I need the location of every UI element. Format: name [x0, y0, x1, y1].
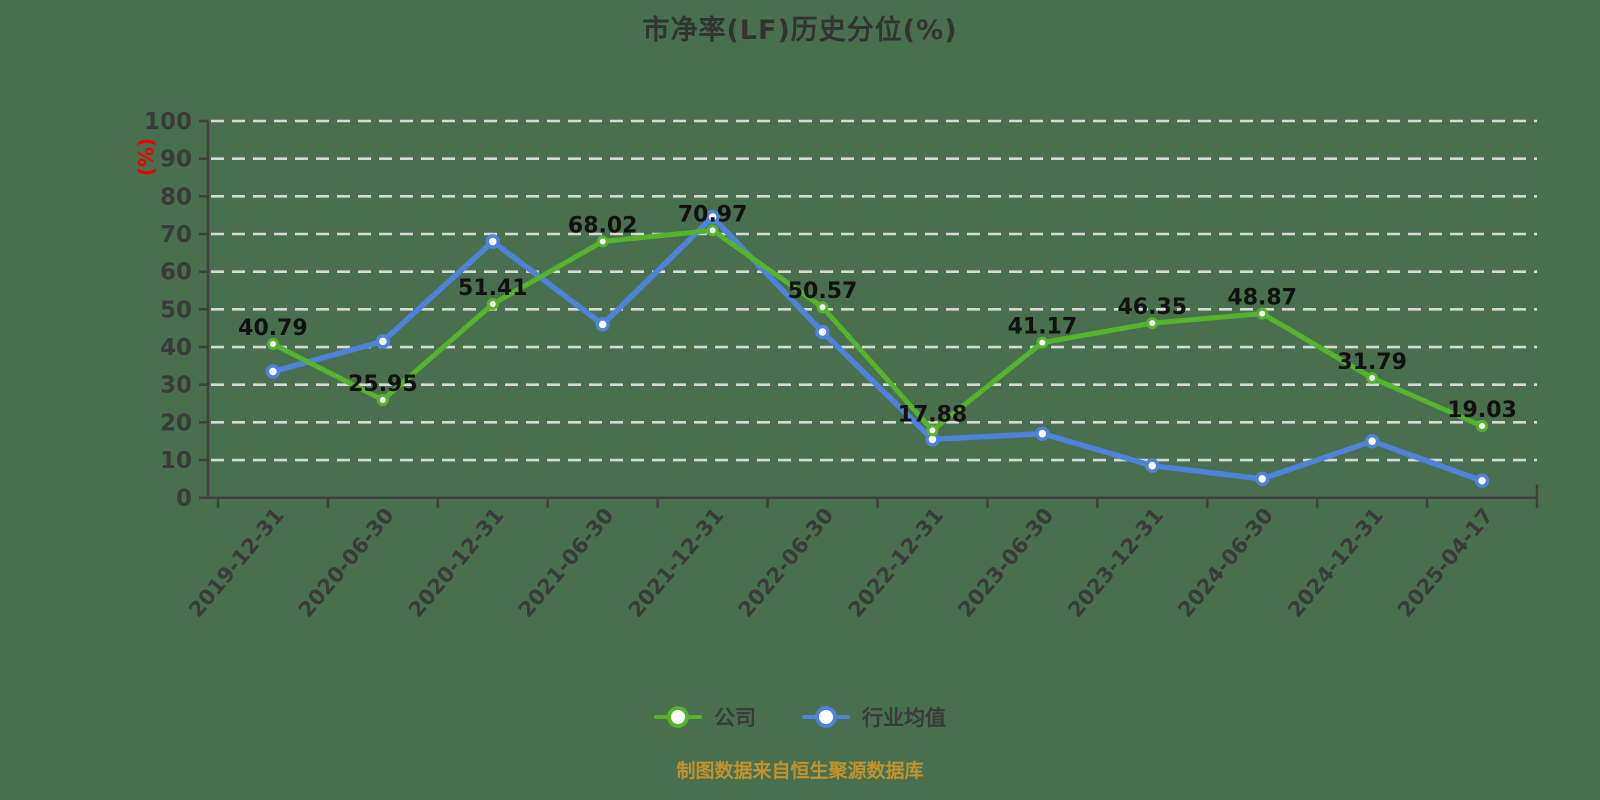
legend-label: 公司 — [714, 706, 756, 730]
series-line-industry — [270, 214, 1485, 484]
data-point-marker — [485, 234, 501, 249]
y-tick-label: 30 — [160, 373, 192, 399]
chart-title: 市净率(LF)历史分位(%) — [642, 15, 958, 46]
data-point-marker — [705, 209, 720, 225]
data-point-marker — [265, 364, 281, 379]
data-point-marker — [1254, 471, 1270, 487]
x-tick-label: 2024-06-30 — [1173, 503, 1278, 621]
y-tick-label: 40 — [160, 335, 192, 361]
data-point-marker — [1036, 336, 1049, 349]
y-tick-label: 0 — [176, 486, 192, 512]
data-label: 68.02 — [568, 213, 638, 238]
data-point-marker — [595, 317, 610, 332]
x-tick-label: 2019-12-31 — [184, 503, 289, 621]
x-tick-label: 2021-12-31 — [624, 503, 729, 621]
data-label: 46.35 — [1117, 295, 1187, 320]
x-tick-label: 2023-06-30 — [953, 503, 1058, 621]
y-tick-label: 80 — [160, 184, 192, 210]
x-tick-label: 2025-04-17 — [1393, 503, 1498, 621]
legend-item-company[interactable]: 公司 — [654, 702, 756, 732]
data-label: 17.88 — [898, 402, 968, 427]
data-point-marker — [926, 424, 939, 437]
x-tick-label: 2022-12-31 — [844, 503, 949, 621]
data-point-marker — [266, 338, 279, 351]
data-point-marker — [816, 301, 829, 314]
y-tick-label: 100 — [144, 109, 192, 135]
data-label: 51.41 — [458, 276, 528, 301]
legend-item-industry[interactable]: 行业均值 — [802, 702, 946, 732]
data-point-marker — [1145, 458, 1160, 473]
data-point-marker — [1364, 433, 1380, 449]
data-point-marker — [1474, 473, 1490, 488]
data-point-marker — [1146, 317, 1159, 330]
data-point-marker — [1035, 426, 1050, 441]
y-axis-unit-label: (%) — [134, 138, 158, 176]
y-tick-label: 20 — [160, 410, 192, 436]
legend-marker-icon — [802, 705, 850, 729]
series-line-company — [270, 227, 1485, 433]
data-label: 48.87 — [1227, 286, 1297, 311]
legend-marker-icon — [654, 705, 702, 729]
data-label: 31.79 — [1337, 350, 1407, 375]
y-tick-label: 70 — [160, 222, 192, 248]
data-point-marker — [375, 334, 391, 349]
data-label: 41.17 — [1008, 315, 1078, 340]
data-label: 50.57 — [788, 279, 858, 304]
y-tick-label: 90 — [160, 147, 192, 173]
data-point-marker — [1256, 307, 1269, 320]
data-point-marker — [706, 224, 719, 237]
source-note: 制图数据来自恒生聚源数据库 — [676, 760, 924, 782]
data-point-marker — [815, 324, 830, 340]
x-tick-label: 2023-12-31 — [1063, 503, 1168, 621]
x-tick-label: 2024-12-31 — [1283, 503, 1388, 621]
data-point-marker — [1366, 371, 1379, 384]
data-label: 70.97 — [678, 202, 748, 227]
data-point-marker — [376, 393, 389, 406]
data-point-marker — [1476, 420, 1489, 433]
data-point-marker — [596, 235, 609, 248]
data-label: 19.03 — [1447, 398, 1517, 423]
y-tick-label: 10 — [160, 448, 192, 474]
x-tick-label: 2020-12-31 — [404, 503, 509, 621]
data-point-marker — [486, 298, 499, 311]
legend-label: 行业均值 — [862, 706, 946, 730]
data-label: 25.95 — [348, 372, 418, 397]
data-label: 40.79 — [238, 316, 308, 341]
x-tick-label: 2021-06-30 — [514, 503, 619, 621]
chart-legend: 公司 行业均值 — [0, 702, 1600, 732]
x-tick-label: 2020-06-30 — [294, 503, 399, 621]
y-tick-label: 50 — [160, 297, 192, 323]
y-tick-label: 60 — [160, 260, 192, 286]
x-tick-label: 2022-06-30 — [734, 503, 839, 621]
